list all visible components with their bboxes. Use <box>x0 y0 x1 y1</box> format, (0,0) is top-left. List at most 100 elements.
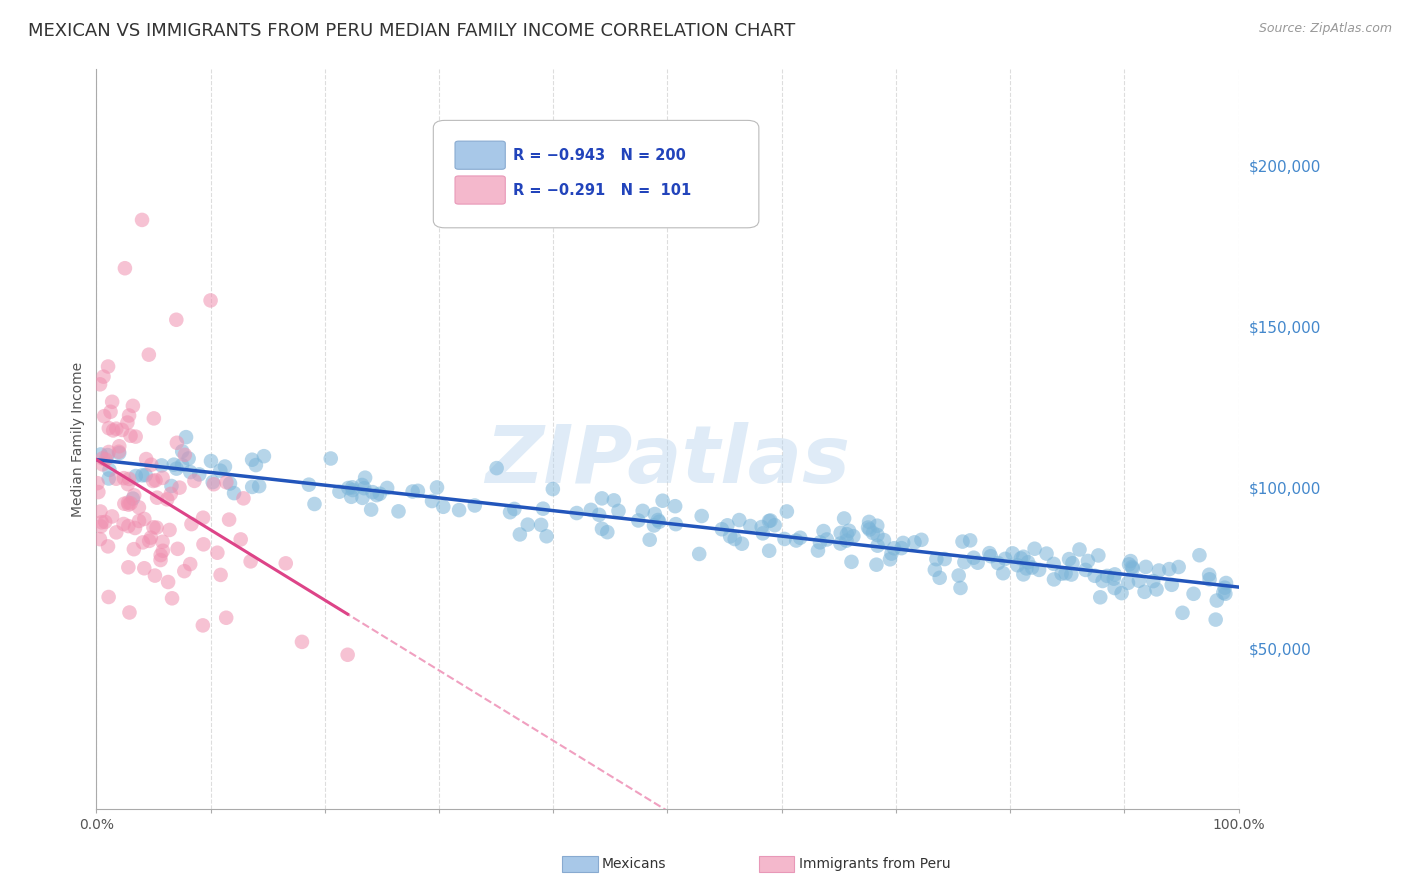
Point <box>1146 582 1168 597</box>
Point <box>90 515 112 529</box>
Point <box>815 533 838 547</box>
Point <box>97 359 120 374</box>
Point <box>963 550 986 565</box>
Point <box>291 635 314 649</box>
Point <box>350 478 373 492</box>
Point <box>152 471 174 485</box>
Point <box>1010 551 1032 566</box>
Point <box>118 472 141 486</box>
Point <box>97 421 120 435</box>
Point <box>219 476 242 491</box>
Point <box>1142 574 1164 588</box>
Point <box>980 549 1002 564</box>
Point <box>763 518 786 533</box>
Point <box>1035 547 1057 561</box>
Point <box>565 506 588 520</box>
Point <box>90 447 112 461</box>
Point <box>87 485 110 500</box>
Text: Mexicans: Mexicans <box>602 857 666 871</box>
FancyBboxPatch shape <box>456 141 505 169</box>
Point <box>105 525 128 540</box>
Point <box>758 543 780 558</box>
Point <box>1167 560 1189 574</box>
Point <box>89 504 111 518</box>
Point <box>1007 558 1029 573</box>
Point <box>114 261 136 276</box>
Point <box>925 552 948 566</box>
Point <box>319 451 342 466</box>
Point <box>98 463 121 477</box>
Point <box>105 422 128 436</box>
Point <box>531 501 554 516</box>
Point <box>149 553 172 567</box>
Point <box>966 556 988 570</box>
Y-axis label: Median Family Income: Median Family Income <box>72 361 86 516</box>
Point <box>1205 593 1227 607</box>
Point <box>664 499 686 513</box>
Point <box>1205 613 1227 627</box>
Point <box>607 504 630 518</box>
Point <box>340 490 363 504</box>
Point <box>368 487 391 501</box>
Point <box>648 515 671 529</box>
Point <box>866 518 889 533</box>
Point <box>536 529 558 543</box>
Point <box>808 535 831 549</box>
Point <box>426 480 449 494</box>
Point <box>1042 557 1064 571</box>
Point <box>1188 548 1211 562</box>
Point <box>1104 567 1126 582</box>
Point <box>146 491 169 505</box>
Point <box>222 486 245 500</box>
Point <box>959 533 981 548</box>
Point <box>627 513 650 527</box>
Point <box>375 481 398 495</box>
Point <box>883 541 905 556</box>
Point <box>1111 586 1133 600</box>
Point <box>1024 541 1046 556</box>
Point <box>789 531 811 545</box>
Point <box>1121 560 1143 574</box>
Point <box>183 474 205 488</box>
Point <box>1057 552 1080 566</box>
Point <box>665 517 688 532</box>
Point <box>169 481 191 495</box>
Point <box>191 510 214 524</box>
Point <box>202 477 225 491</box>
Point <box>910 533 932 547</box>
Point <box>516 517 538 532</box>
Point <box>108 446 131 460</box>
Point <box>716 518 738 533</box>
Point <box>152 534 174 549</box>
Point <box>728 513 751 527</box>
Point <box>1212 585 1234 599</box>
Point <box>1133 584 1156 599</box>
Point <box>112 516 135 531</box>
Point <box>979 546 1001 560</box>
Point <box>101 394 124 409</box>
Point <box>200 454 222 468</box>
Point <box>89 532 111 546</box>
Point <box>991 566 1014 581</box>
Point <box>1017 555 1039 569</box>
Point <box>94 515 117 529</box>
Point <box>124 429 146 443</box>
Point <box>108 444 131 458</box>
Point <box>120 496 142 510</box>
Point <box>835 533 858 548</box>
Point <box>215 611 238 625</box>
Point <box>156 492 179 507</box>
Point <box>688 547 710 561</box>
Point <box>152 543 174 558</box>
Point <box>139 531 162 545</box>
Point <box>128 514 150 528</box>
Point <box>1135 560 1157 574</box>
Point <box>1015 561 1038 575</box>
Point <box>177 451 200 466</box>
Point <box>1091 574 1114 588</box>
Point <box>813 524 835 538</box>
Point <box>354 471 377 485</box>
Text: R = −0.943   N = 200: R = −0.943 N = 200 <box>513 148 686 163</box>
Point <box>97 471 120 485</box>
Point <box>138 533 160 548</box>
